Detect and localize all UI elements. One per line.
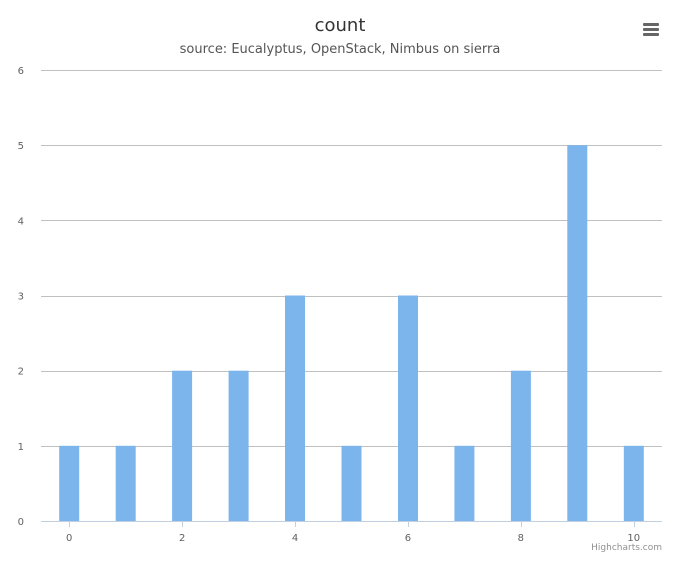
- grid-lines: [41, 70, 662, 447]
- x-tick-label: 2: [179, 533, 185, 544]
- chart-title: count: [314, 15, 366, 36]
- bar-series: [59, 145, 644, 521]
- x-axis: [41, 521, 662, 527]
- x-tick-label: 8: [518, 533, 524, 544]
- x-axis-tick-labels: 0 2 4 6 8 10: [66, 533, 640, 544]
- bar[interactable]: [567, 145, 588, 521]
- x-tick-label: 4: [292, 533, 298, 544]
- bar[interactable]: [341, 445, 362, 521]
- bar[interactable]: [228, 370, 249, 521]
- bar[interactable]: [510, 370, 531, 521]
- credits-link[interactable]: Highcharts.com: [591, 543, 662, 553]
- x-tick-label: 6: [405, 533, 411, 544]
- chart-subtitle: source: Eucalyptus, OpenStack, Nimbus on…: [179, 42, 501, 57]
- bar[interactable]: [172, 370, 193, 521]
- y-tick-label: 2: [18, 367, 24, 378]
- y-tick-label: 4: [18, 216, 24, 227]
- y-tick-label: 3: [18, 292, 24, 303]
- bar[interactable]: [59, 445, 80, 521]
- y-tick-label: 1: [18, 442, 24, 453]
- y-tick-label: 5: [18, 141, 24, 152]
- y-tick-label: 6: [18, 66, 24, 77]
- menu-button[interactable]: [638, 18, 664, 42]
- y-tick-label: 0: [18, 517, 24, 528]
- x-tick-label: 10: [627, 533, 640, 544]
- bar[interactable]: [115, 445, 136, 521]
- bar[interactable]: [285, 295, 305, 522]
- y-axis-tick-labels: 0 1 2 3 4 5 6: [18, 66, 24, 528]
- bar[interactable]: [623, 445, 644, 521]
- bar[interactable]: [398, 295, 418, 522]
- x-tick-label: 0: [66, 533, 72, 544]
- bar[interactable]: [454, 445, 475, 521]
